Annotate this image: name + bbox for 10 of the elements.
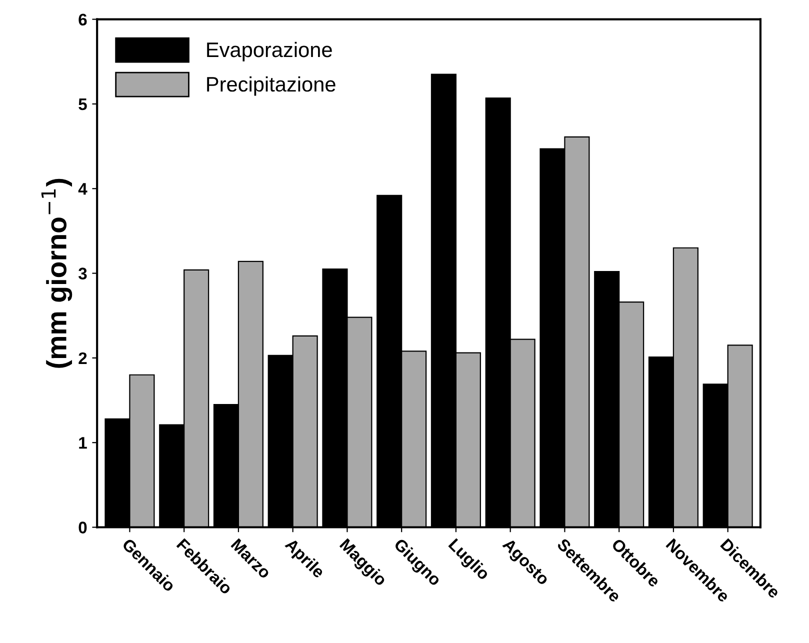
y-tick-label: 6 — [78, 14, 87, 26]
legend-label: Precipitazione — [207, 76, 336, 96]
y-tick-label: 1 — [79, 437, 87, 449]
y-tick-label: 3 — [78, 268, 87, 280]
y-tick-label: 2 — [78, 352, 87, 364]
legend-label: Evaporazione — [207, 42, 332, 62]
y-axis-title: (mm giorno$^{−1}$) — [41, 178, 72, 368]
y-tick-label: 5 — [78, 98, 87, 110]
y-tick-label: 4 — [78, 183, 88, 195]
y-tick-label: 0 — [78, 522, 87, 534]
